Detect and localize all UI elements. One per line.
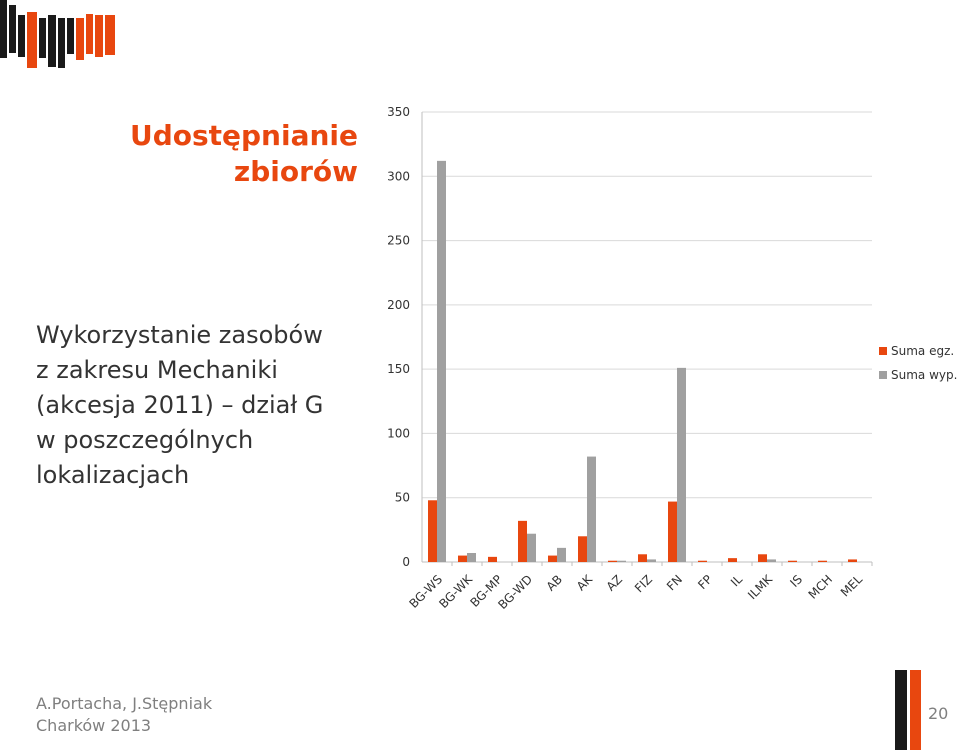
bar-suma-egz	[608, 560, 617, 562]
slide-title-line-2: zbiorów	[233, 155, 358, 188]
bar-suma-egz	[578, 536, 587, 562]
subtitle-line-4: w poszczególnych	[36, 426, 254, 454]
bar-suma-egz	[788, 560, 797, 562]
bar-suma-egz	[518, 520, 527, 562]
bar-suma-egz	[848, 559, 857, 562]
legend-label: Suma wyp.	[891, 368, 957, 382]
bar-suma-wyp	[767, 559, 776, 562]
x-tick-label: IL	[728, 572, 745, 589]
bar-suma-egz	[728, 558, 737, 562]
bar-suma-wyp	[587, 456, 596, 562]
y-tick-label: 0	[402, 555, 410, 569]
x-tick-label: AK	[574, 571, 596, 593]
legend-label: Suma egz.	[891, 344, 954, 358]
logo-bars-icon	[0, 0, 115, 68]
subtitle-line-2: z zakresu Mechaniki	[36, 356, 278, 384]
y-tick-label: 100	[387, 426, 410, 440]
chart-gridlines	[421, 111, 873, 566]
x-tick-label: IS	[787, 572, 805, 590]
bar-suma-wyp	[467, 553, 476, 562]
x-tick-label: BG-WD	[495, 572, 535, 612]
x-tick-label: FP	[695, 572, 715, 592]
bar-suma-wyp	[527, 533, 536, 562]
x-tick-label: FN	[664, 572, 685, 593]
bar-suma-wyp	[677, 367, 686, 562]
y-tick-label: 50	[395, 491, 410, 505]
bar-suma-egz	[758, 554, 767, 562]
bar-suma-egz	[818, 560, 827, 562]
legend-swatch	[879, 347, 887, 355]
bar-suma-egz	[428, 500, 437, 562]
chart-legend: Suma egz. Suma wyp.	[879, 344, 957, 382]
x-tick-label: ILMK	[745, 571, 776, 602]
bar-suma-wyp	[617, 560, 626, 562]
y-tick-label: 350	[387, 105, 410, 119]
x-tick-label: MEL	[838, 572, 866, 600]
y-tick-label: 250	[387, 234, 410, 248]
legend-swatch	[879, 371, 887, 379]
subtitle-line-1: Wykorzystanie zasobów	[36, 321, 323, 349]
corner-bars-icon	[895, 670, 921, 750]
subtitle-line-3: (akcesja 2011) – dział G	[36, 391, 324, 419]
bar-suma-egz	[488, 556, 497, 562]
author-name: A.Portacha, J.Stępniak	[36, 694, 213, 713]
x-tick-label: BG-WK	[436, 571, 476, 611]
bar-suma-egz	[458, 555, 467, 562]
slide-subtitle: Wykorzystanie zasobów z zakresu Mechanik…	[36, 318, 376, 493]
subtitle-line-5: lokalizacjach	[36, 461, 190, 489]
x-tick-label: MCH	[806, 572, 836, 602]
bar-suma-egz	[668, 501, 677, 562]
event-venue: Charków 2013	[36, 716, 152, 735]
chart-bars	[428, 160, 857, 562]
bar-suma-egz	[548, 555, 557, 562]
bar-suma-wyp	[647, 559, 656, 562]
page-number: 20	[928, 704, 949, 723]
slide-title-line-1: Udostępnianie	[129, 119, 358, 152]
x-tick-label: AZ	[604, 572, 626, 594]
bar-suma-wyp	[437, 160, 446, 562]
chart-y-ticks: 0 50 100 150 200 250 300 350	[387, 105, 410, 569]
slide-title: Udostępnianie zbiorów	[60, 118, 358, 190]
y-tick-label: 300	[387, 169, 410, 183]
x-tick-label: AB	[544, 572, 566, 594]
y-tick-label: 150	[387, 362, 410, 376]
y-tick-label: 200	[387, 298, 410, 312]
x-tick-label: FIZ	[632, 572, 655, 595]
footer-author: A.Portacha, J.Stępniak Charków 2013	[36, 693, 212, 737]
bar-suma-wyp	[557, 547, 566, 562]
bar-suma-egz	[698, 560, 707, 562]
bar-suma-egz	[638, 554, 647, 562]
